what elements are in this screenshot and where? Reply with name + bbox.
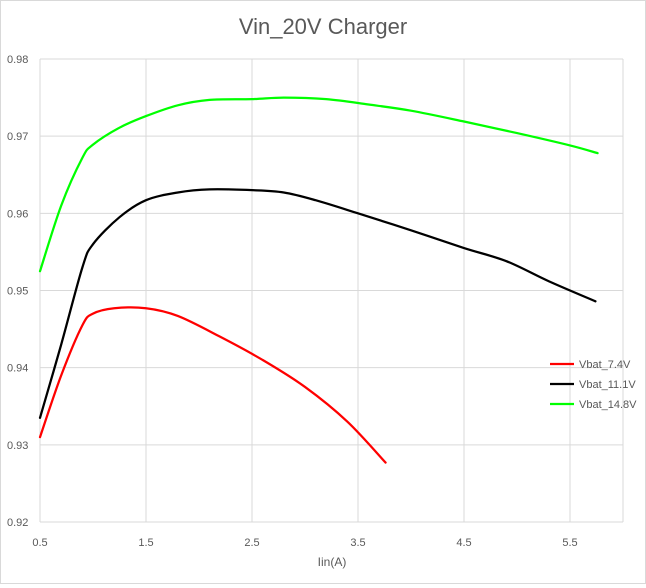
x-tick-label: 3.5 [350,537,365,549]
grid [39,58,624,523]
chart-title: Vin_20V Charger [239,14,407,39]
x-tick-label: 5.5 [562,537,577,549]
legend: Vbat_7.4V Vbat_11.1V Vbat_14.8V [550,359,637,411]
y-tick-label: 0.96 [7,208,28,220]
legend-label: Vbat_11.1V [579,379,636,391]
legend-label: Vbat_14.8V [579,399,637,411]
x-tick-label: 1.5 [138,537,153,549]
legend-label: Vbat_7.4V [579,359,631,371]
y-tick-label: 0.93 [7,440,28,452]
x-tick-label: 0.5 [32,537,47,549]
series-line-vbat-11-1v [38,188,597,419]
y-tick-label: 0.97 [7,131,28,143]
y-tick-label: 0.95 [7,286,28,298]
x-tick-label: 2.5 [244,537,259,549]
y-tick-label: 0.94 [7,363,28,375]
series-lines [38,96,599,464]
series-line-vbat-7-4v [38,306,387,464]
x-tick-label: 4.5 [456,537,471,549]
x-axis-label: Iin(A) [318,555,347,569]
y-tick-label: 0.98 [7,54,28,66]
y-tick-label: 0.92 [7,517,28,529]
axis-ticks: 0.92 0.93 0.94 0.95 0.96 0.97 0.98 0.5 1.5 2.5 3.5… [7,54,578,549]
series-line-vbat-14-8v [38,96,599,273]
